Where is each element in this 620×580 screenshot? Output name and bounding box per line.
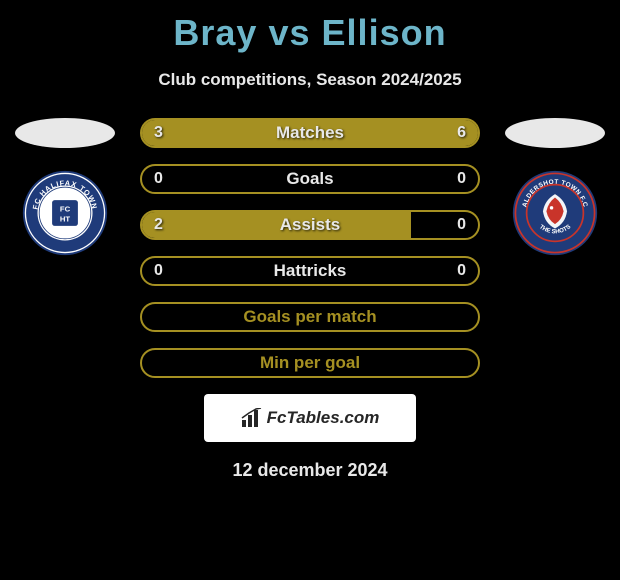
- stat-plain-label: Goals per match: [243, 307, 376, 327]
- date-text: 12 december 2024: [0, 460, 620, 481]
- stat-label: Matches: [142, 120, 478, 146]
- stat-row: 20Assists: [140, 210, 480, 240]
- player-left-avatar: [15, 118, 115, 148]
- stat-label: Hattricks: [142, 258, 478, 284]
- player-right-avatar: [505, 118, 605, 148]
- stat-plain-label: Min per goal: [260, 353, 360, 373]
- content-area: FC HALIFAX TOWN THE SHAYMEN FC HT ALDE: [0, 118, 620, 378]
- stat-row-plain: Min per goal: [140, 348, 480, 378]
- player-left-badge: FC HALIFAX TOWN THE SHAYMEN FC HT: [22, 170, 108, 256]
- stat-row-plain: Goals per match: [140, 302, 480, 332]
- stat-row: 36Matches: [140, 118, 480, 148]
- title-vs: vs: [268, 12, 310, 53]
- svg-text:FC: FC: [60, 204, 71, 213]
- aldershot-badge-icon: ALDERSHOT TOWN F.C THE SHOTS: [512, 170, 598, 256]
- player-right-panel: ALDERSHOT TOWN F.C THE SHOTS: [500, 118, 610, 256]
- chart-icon: [241, 408, 263, 428]
- player-left-panel: FC HALIFAX TOWN THE SHAYMEN FC HT: [10, 118, 120, 256]
- stat-label: Goals: [142, 166, 478, 192]
- title-player1: Bray: [173, 12, 257, 53]
- stat-row: 00Goals: [140, 164, 480, 194]
- player-right-badge: ALDERSHOT TOWN F.C THE SHOTS: [512, 170, 598, 256]
- halifax-badge-icon: FC HALIFAX TOWN THE SHAYMEN FC HT: [22, 170, 108, 256]
- stat-row: 00Hattricks: [140, 256, 480, 286]
- title-player2: Ellison: [322, 12, 447, 53]
- stats-container: 36Matches 00Goals 20Assists 00Hattricks Goal…: [140, 118, 480, 378]
- stat-label: Assists: [142, 212, 478, 238]
- footer-box[interactable]: FcTables.com: [204, 394, 416, 442]
- page-title: Bray vs Ellison: [0, 0, 620, 54]
- footer-site-text: FcTables.com: [267, 408, 380, 428]
- subtitle: Club competitions, Season 2024/2025: [0, 70, 620, 90]
- svg-text:HT: HT: [60, 215, 71, 224]
